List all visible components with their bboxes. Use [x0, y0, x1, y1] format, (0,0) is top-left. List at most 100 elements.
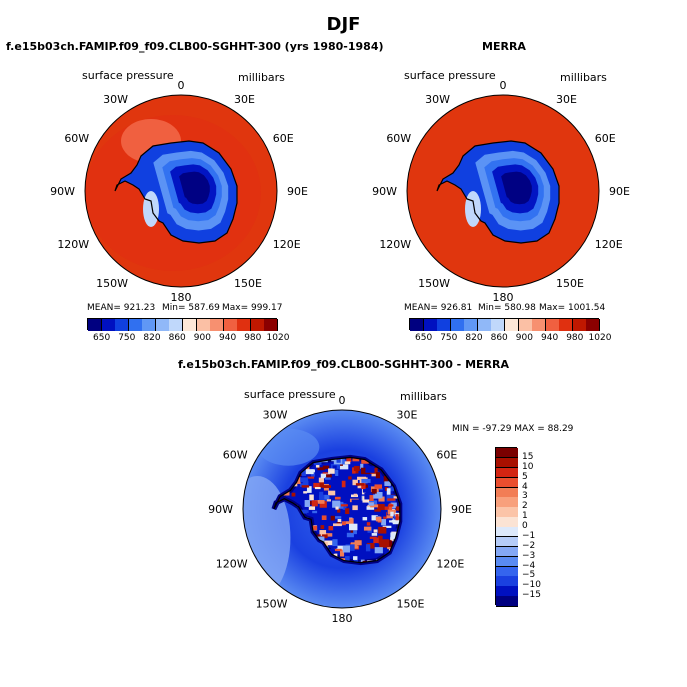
speck: [324, 540, 333, 546]
speck: [322, 485, 331, 488]
colorbar-tick-label: −15: [522, 590, 541, 601]
lon-label: 30E: [234, 93, 255, 106]
lon-label: 90W: [372, 185, 397, 198]
lon-label: 0: [178, 79, 185, 92]
speck: [354, 540, 362, 546]
page-title: DJF: [326, 14, 361, 35]
speck: [369, 536, 377, 539]
speck: [369, 486, 379, 491]
speck: [339, 527, 344, 534]
speck: [314, 461, 322, 466]
speck: [390, 502, 397, 509]
speck: [353, 556, 358, 560]
colorbar-tick-label: 650: [93, 333, 111, 343]
colorbar-swatch: [496, 457, 518, 469]
speck: [388, 486, 395, 492]
panel2-right-label: millibars: [560, 71, 607, 84]
speck: [387, 498, 396, 501]
colorbar-swatch: [410, 319, 425, 331]
speck: [362, 517, 368, 521]
colorbar-swatch: [477, 319, 492, 331]
speck: [324, 481, 331, 484]
speck: [335, 516, 343, 519]
speck: [333, 548, 342, 552]
colorbar-tick-label: 1020: [588, 333, 612, 343]
speck: [326, 474, 332, 478]
speck: [352, 479, 358, 486]
colorbar-tick-label: 900: [515, 333, 533, 343]
colorbar-swatch: [491, 319, 506, 331]
speck: [375, 516, 382, 522]
speck: [319, 481, 325, 488]
speck: [366, 542, 375, 549]
speck: [344, 518, 354, 525]
lon-label: 180: [332, 612, 353, 625]
panel2-title: MERRA: [482, 40, 526, 53]
speck: [336, 457, 341, 463]
speck: [333, 523, 342, 527]
lon-label: 180: [171, 291, 192, 304]
lon-label: 90E: [451, 503, 472, 516]
speck: [361, 478, 371, 483]
speck: [360, 463, 364, 469]
speck: [332, 500, 341, 508]
colorbar-swatch: [496, 477, 518, 488]
speck: [395, 506, 400, 511]
colorbar-swatch: [210, 319, 225, 331]
colorbar-swatch: [496, 527, 518, 538]
colorbar-tick-label: −1: [522, 530, 536, 541]
panel1-max: Max= 999.17: [222, 303, 283, 313]
lon-label: 60W: [64, 132, 89, 145]
map-border: [84, 94, 278, 288]
speck: [386, 515, 393, 519]
speck: [344, 461, 351, 465]
lon-label: 120W: [379, 238, 411, 251]
colorbar-swatch: [572, 319, 587, 331]
speck: [327, 549, 335, 554]
speck: [318, 521, 324, 528]
panel3-minmax: MIN = -97.29 MAX = 88.29: [452, 424, 574, 434]
speck: [335, 506, 339, 510]
speck: [309, 494, 314, 501]
land-contour: [501, 171, 532, 205]
lon-label: 150W: [256, 597, 288, 610]
speck: [303, 491, 308, 494]
map-field: [243, 410, 441, 608]
speck: [313, 482, 320, 488]
speck: [348, 476, 352, 480]
colorbar-swatch: [532, 319, 547, 331]
speck: [330, 515, 335, 521]
colorbar-swatch: [183, 319, 198, 331]
lon-label: 120E: [595, 238, 623, 251]
speck: [311, 473, 315, 477]
speck: [337, 501, 344, 509]
speck: [310, 525, 318, 531]
lon-label: 30W: [425, 93, 450, 106]
colorbar-swatch: [496, 487, 518, 498]
speck: [337, 507, 341, 513]
speck: [395, 514, 399, 521]
speck: [357, 476, 367, 481]
colorbar-tick-label: 860: [490, 333, 508, 343]
speck: [321, 534, 328, 539]
colorbar-tick-label: 750: [118, 333, 136, 343]
colorbar-tick-label: −2: [522, 540, 536, 551]
colorbar-tick-label: −3: [522, 550, 536, 561]
lon-label: 90W: [50, 185, 75, 198]
speck: [373, 479, 380, 485]
speck: [362, 486, 371, 493]
speck: [353, 468, 359, 474]
speck: [392, 518, 399, 525]
speck: [382, 525, 392, 528]
colorbar-tick-label: −4: [522, 560, 536, 571]
colorbar-swatch: [545, 319, 560, 331]
speck: [320, 473, 330, 479]
speck: [377, 535, 383, 541]
speck: [371, 533, 378, 536]
colorbar-swatch: [496, 566, 518, 577]
speck: [339, 549, 345, 557]
speck: [305, 510, 309, 513]
speck: [374, 547, 383, 554]
